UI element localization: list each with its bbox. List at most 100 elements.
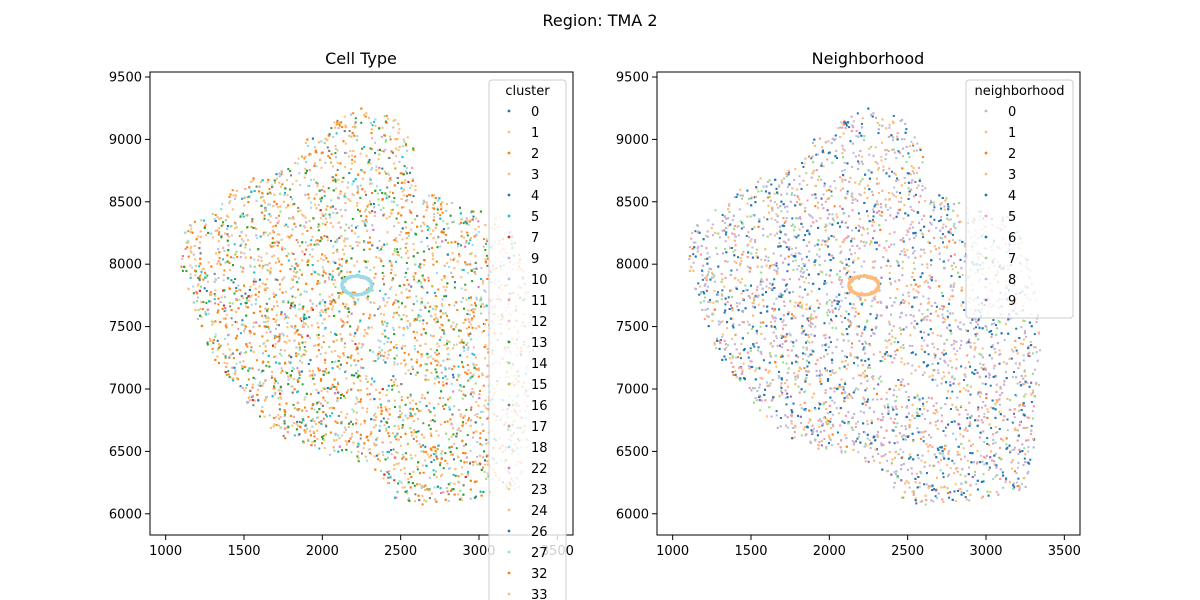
scatter-point bbox=[260, 371, 263, 374]
scatter-point bbox=[259, 310, 262, 313]
scatter-point bbox=[467, 417, 470, 420]
scatter-point bbox=[281, 291, 284, 294]
scatter-point bbox=[309, 299, 312, 302]
scatter-point bbox=[285, 402, 288, 405]
scatter-point bbox=[388, 157, 391, 159]
scatter-point bbox=[335, 439, 338, 441]
scatter-point bbox=[338, 367, 341, 370]
scatter-point bbox=[251, 220, 254, 223]
scatter-point bbox=[183, 265, 186, 268]
scatter-point bbox=[368, 116, 370, 119]
scatter-point bbox=[329, 300, 332, 303]
scatter-point bbox=[354, 301, 357, 304]
scatter-point bbox=[375, 438, 378, 441]
scatter-point bbox=[194, 269, 197, 272]
scatter-point bbox=[369, 162, 372, 165]
scatter-point bbox=[342, 354, 345, 357]
scatter-point bbox=[422, 215, 425, 218]
scatter-point bbox=[336, 149, 339, 152]
scatter-point bbox=[444, 452, 447, 455]
scatter-point bbox=[263, 214, 266, 217]
scatter-point bbox=[231, 324, 234, 326]
scatter-point bbox=[435, 316, 437, 319]
scatter-point bbox=[254, 280, 257, 283]
scatter-point bbox=[388, 195, 391, 198]
scatter-point bbox=[393, 363, 396, 366]
scatter-point bbox=[396, 253, 399, 256]
scatter-point bbox=[449, 396, 452, 399]
scatter-point bbox=[427, 301, 430, 304]
scatter-point bbox=[383, 213, 386, 216]
scatter-point bbox=[389, 135, 392, 138]
scatter-point bbox=[243, 196, 246, 199]
scatter-point bbox=[335, 147, 337, 150]
scatter-point bbox=[392, 277, 395, 280]
scatter-point bbox=[245, 297, 248, 300]
scatter-point bbox=[369, 182, 371, 185]
scatter-point bbox=[350, 420, 352, 423]
scatter-point bbox=[484, 258, 487, 261]
scatter-point bbox=[349, 356, 352, 359]
scatter-point bbox=[210, 294, 213, 296]
scatter-point bbox=[452, 390, 455, 393]
scatter-point bbox=[400, 230, 403, 233]
scatter-point bbox=[316, 185, 319, 188]
scatter-point bbox=[439, 245, 442, 248]
scatter-point bbox=[353, 300, 356, 303]
scatter-point bbox=[466, 234, 469, 237]
scatter-point bbox=[302, 419, 305, 422]
scatter-point bbox=[401, 206, 404, 209]
scatter-point bbox=[317, 204, 320, 206]
scatter-point bbox=[277, 241, 280, 244]
scatter-point bbox=[484, 463, 487, 466]
scatter-point bbox=[401, 156, 404, 159]
scatter-point bbox=[283, 224, 286, 227]
scatter-point bbox=[212, 339, 215, 341]
scatter-point bbox=[463, 461, 466, 464]
scatter-point bbox=[449, 481, 452, 484]
scatter-point bbox=[394, 456, 397, 459]
scatter-point bbox=[353, 134, 356, 137]
scatter-point bbox=[454, 240, 457, 243]
scatter-point bbox=[226, 362, 229, 365]
scatter-point bbox=[248, 187, 251, 190]
scatter-point bbox=[270, 375, 273, 377]
scatter-point bbox=[411, 415, 414, 417]
scatter-point bbox=[434, 351, 437, 354]
scatter-point bbox=[451, 202, 454, 204]
scatter-point bbox=[293, 275, 296, 278]
scatter-point bbox=[485, 238, 488, 241]
scatter-point bbox=[312, 403, 315, 405]
scatter-point bbox=[278, 283, 281, 286]
scatter-point bbox=[469, 253, 472, 255]
scatter-point bbox=[462, 345, 465, 348]
scatter-point bbox=[373, 314, 376, 317]
scatter-point bbox=[284, 247, 286, 250]
scatter-point bbox=[234, 222, 237, 225]
scatter-point bbox=[466, 473, 469, 475]
scatter-point bbox=[396, 363, 399, 366]
scatter-point bbox=[378, 240, 381, 242]
scatter-point bbox=[420, 333, 423, 336]
scatter-point bbox=[404, 403, 407, 406]
scatter-point bbox=[336, 161, 339, 164]
scatter-point bbox=[456, 309, 459, 311]
scatter-point bbox=[303, 290, 306, 293]
scatter-point bbox=[481, 466, 484, 469]
scatter-point bbox=[261, 361, 264, 364]
scatter-point bbox=[211, 213, 214, 215]
scatter-point bbox=[413, 429, 416, 431]
scatter-point bbox=[453, 493, 456, 496]
scatter-point bbox=[328, 278, 331, 281]
scatter-point bbox=[443, 421, 446, 423]
scatter-point bbox=[276, 300, 278, 303]
scatter-point bbox=[311, 235, 314, 238]
scatter-point bbox=[312, 377, 315, 380]
scatter-point bbox=[321, 322, 324, 325]
scatter-point bbox=[283, 349, 286, 352]
scatter-point bbox=[355, 241, 358, 243]
scatter-point bbox=[459, 206, 461, 209]
scatter-point bbox=[448, 438, 450, 441]
scatter-point bbox=[310, 407, 313, 410]
